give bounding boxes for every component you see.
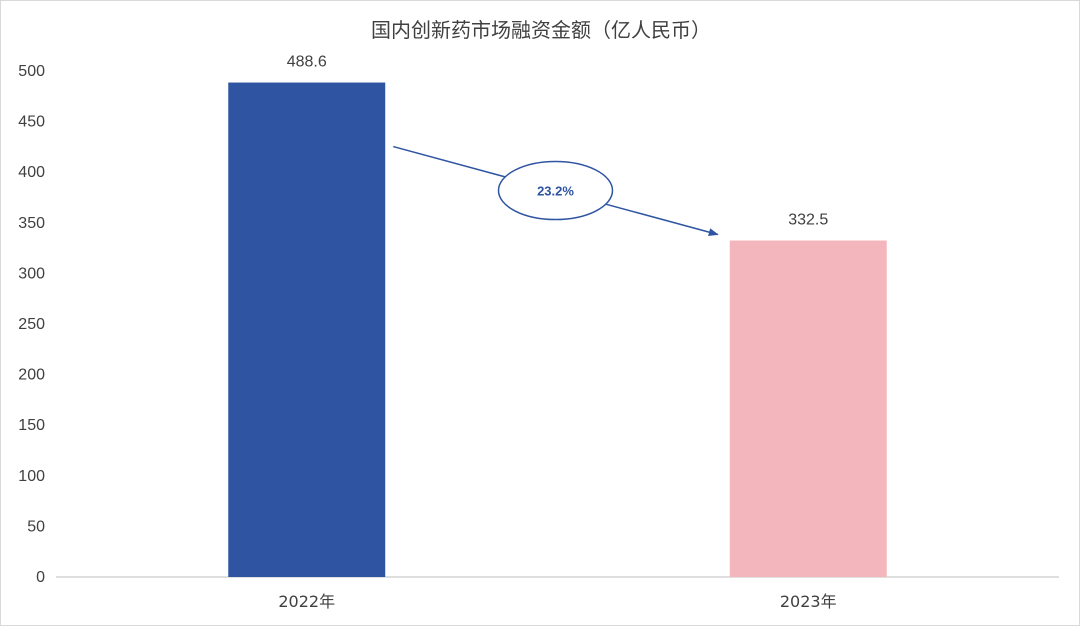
bar-2023年: [729, 240, 887, 577]
change-label: 23.2%: [537, 184, 574, 199]
change-ellipse: [497, 160, 614, 221]
x-axis: 2022年 2023年: [278, 592, 836, 611]
y-tick-label: 350: [18, 215, 45, 232]
y-tick-label: 300: [18, 265, 45, 282]
chart-title: 国内创新药市场融资金额（亿人民币）: [371, 18, 711, 42]
y-tick-label: 200: [18, 367, 45, 384]
bars-group: 488.6 332.5: [228, 54, 887, 577]
y-tick-label: 100: [18, 468, 45, 485]
x-tick-label: 2022年: [278, 592, 335, 611]
y-tick-label: 0: [36, 569, 45, 586]
y-tick-label: 500: [18, 63, 45, 80]
y-tick-label: 250: [18, 316, 45, 333]
data-label: 332.5: [788, 212, 828, 229]
y-tick-label: 50: [27, 518, 45, 535]
y-tick-label: 150: [18, 417, 45, 434]
data-label: 488.6: [287, 54, 327, 71]
y-tick-label: 400: [18, 164, 45, 181]
change-annotation: 23.2%: [393, 145, 719, 237]
bar-2022年: [228, 82, 386, 577]
x-tick-label: 2023年: [780, 592, 837, 611]
y-axis: 0 50 100 150 200 250 300 350 400 450 500: [18, 63, 45, 586]
y-tick-label: 450: [18, 114, 45, 131]
